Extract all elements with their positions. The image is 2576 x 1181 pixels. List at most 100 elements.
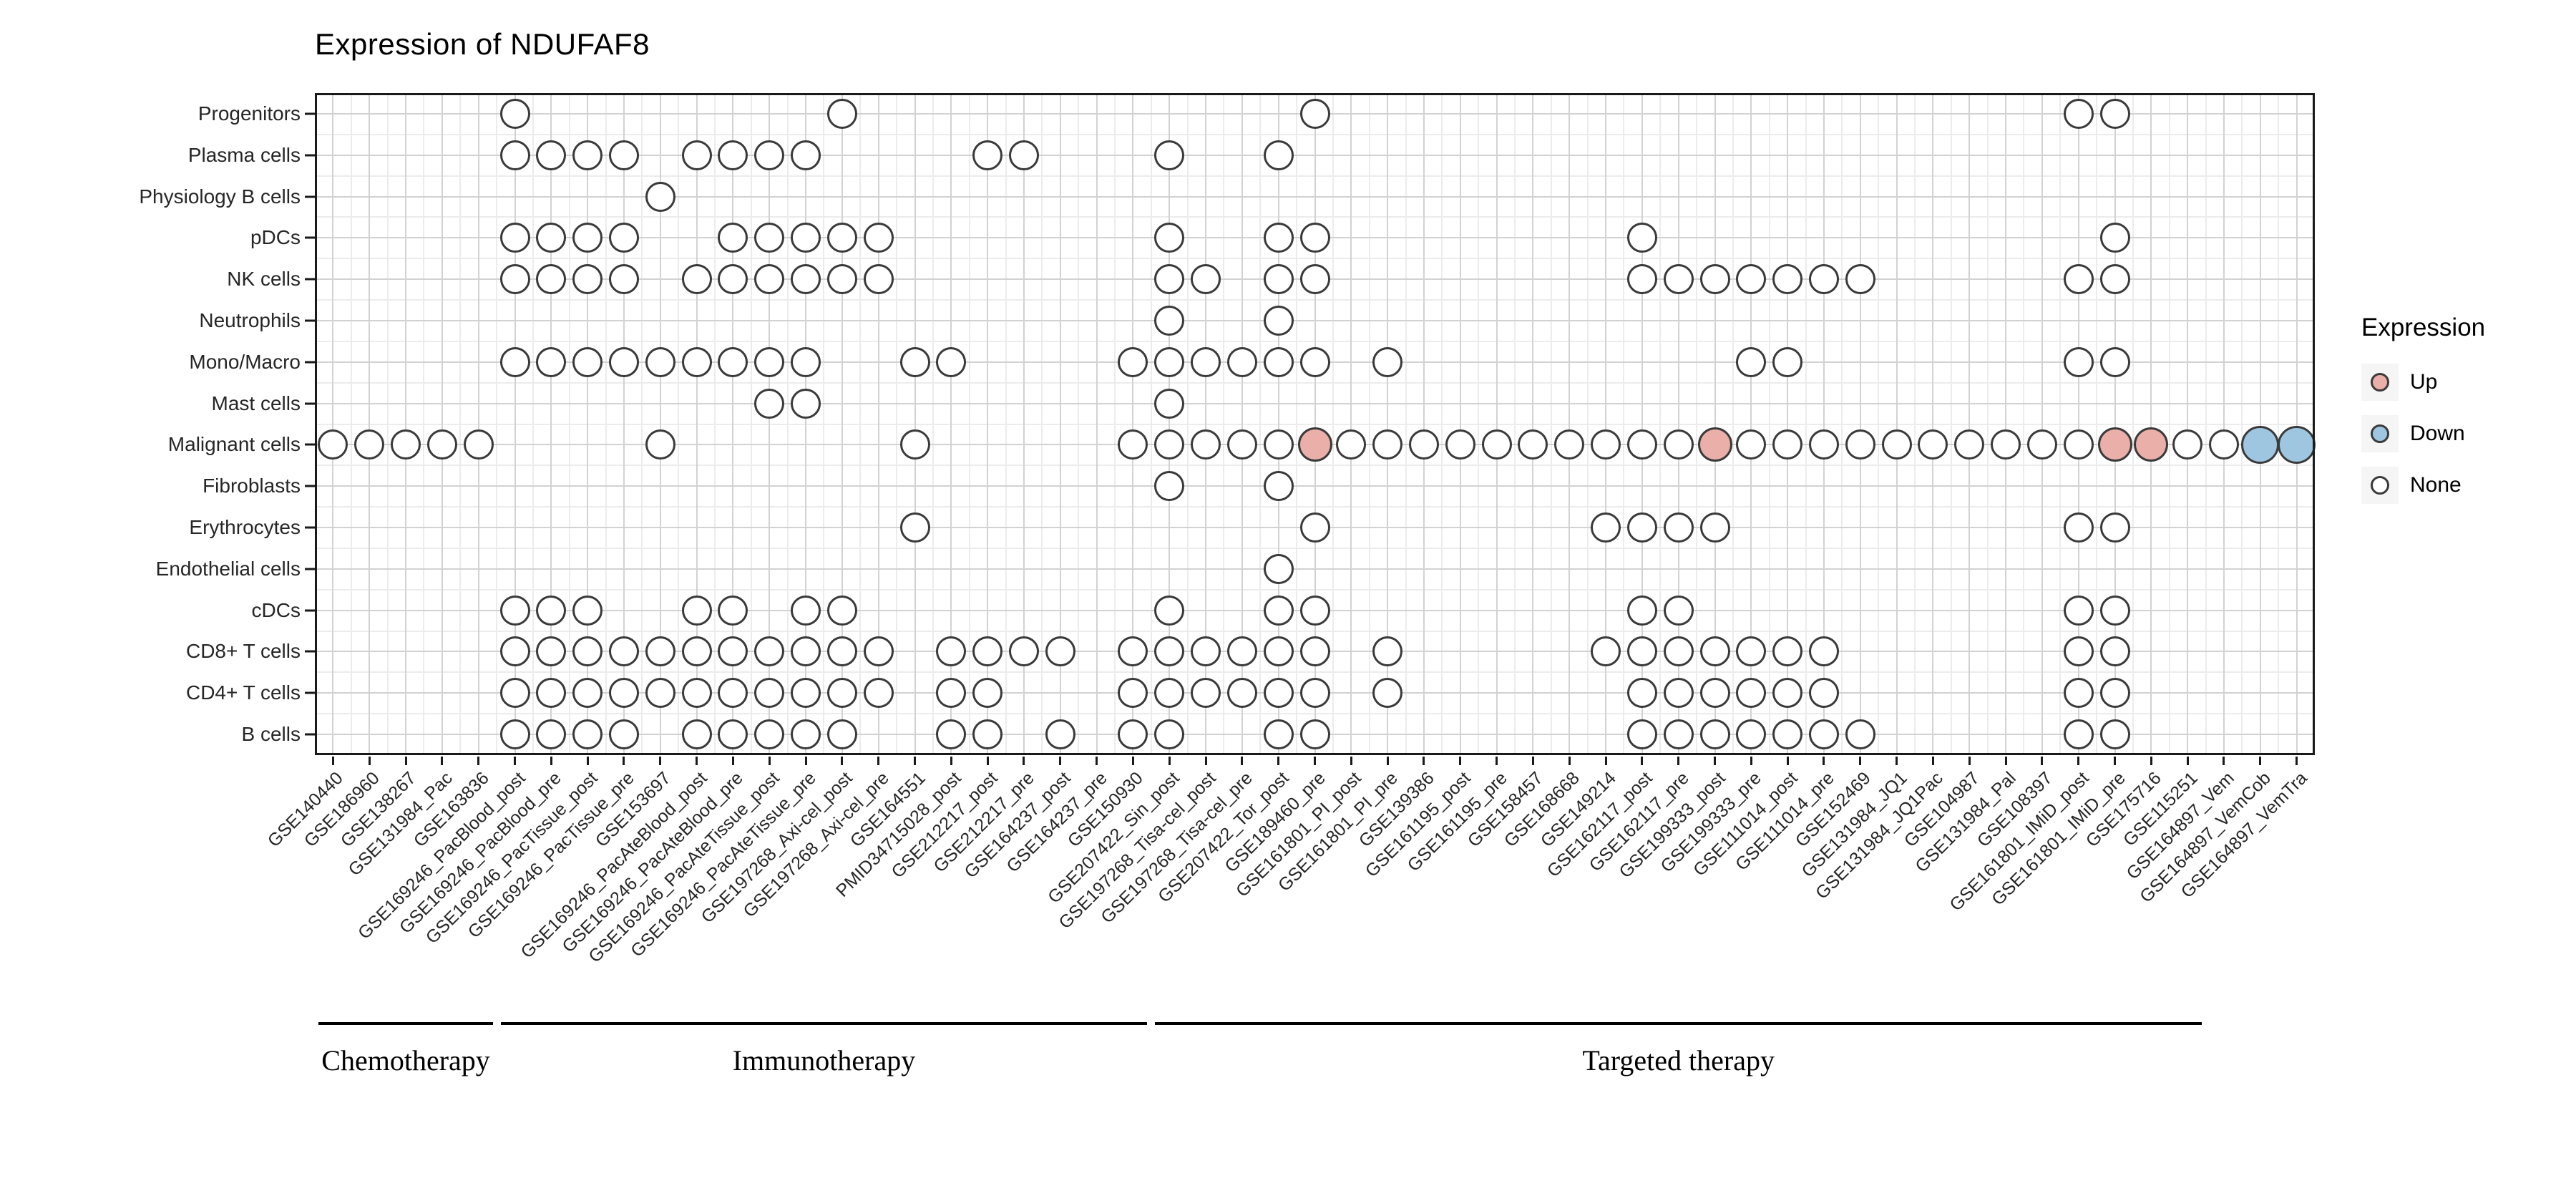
chart-title: Expression of NDUFAF8: [315, 27, 650, 61]
x-axis-tick: [368, 757, 371, 765]
legend-item-label: None: [2410, 473, 2462, 497]
expression-dot-none: [2063, 595, 2094, 626]
expression-dot-none: [1008, 140, 1039, 170]
y-axis-tick: [305, 485, 315, 487]
expression-dot-none: [499, 636, 530, 667]
expression-dot-none: [1263, 264, 1294, 295]
expression-dot-down: [2278, 425, 2316, 464]
expression-dot-none: [791, 388, 821, 419]
grid-line: [315, 485, 2315, 487]
expression-dot-none: [1663, 264, 1694, 295]
x-axis-tick: [768, 757, 771, 765]
expression-dot-none: [572, 264, 603, 295]
x-axis-tick: [1896, 757, 1898, 765]
expression-dot-none: [1626, 636, 1657, 667]
expression-dot-none: [2026, 429, 2057, 460]
expression-dot-none: [1118, 636, 1148, 667]
expression-dot-up: [2134, 427, 2169, 462]
expression-dot-none: [1118, 346, 1148, 377]
expression-dot-none: [1154, 264, 1185, 295]
grid-line: [315, 402, 2315, 404]
expression-dot-none: [1299, 264, 1330, 295]
x-axis-tick: [1641, 757, 1644, 765]
expression-dot-none: [1699, 264, 1730, 295]
expression-dot-none: [608, 264, 639, 295]
grid-line: [1896, 93, 1898, 755]
expression-dot-none: [826, 223, 857, 253]
expression-dot-none: [354, 429, 385, 460]
expression-dot-none: [645, 429, 675, 460]
y-axis-tick: [305, 195, 315, 198]
expression-dot-none: [1299, 223, 1330, 253]
expression-dot-none: [2063, 678, 2094, 709]
expression-dot-none: [572, 346, 603, 377]
expression-dot-none: [1263, 140, 1294, 170]
expression-dot-none: [2099, 512, 2130, 543]
grid-line: [1532, 93, 1534, 755]
expression-dot-none: [1299, 595, 1330, 626]
expression-dot-none: [1518, 429, 1548, 460]
expression-dot-none: [1299, 98, 1330, 129]
expression-dot-none: [536, 636, 567, 667]
therapy-group-bracket: [500, 1022, 1148, 1025]
expression-dot-none: [499, 346, 530, 377]
expression-dot-none: [1772, 346, 1803, 377]
expression-dot-none: [1554, 429, 1585, 460]
expression-dot-none: [1663, 636, 1694, 667]
expression-dot-none: [1772, 719, 1803, 750]
grid-line: [2005, 93, 2007, 755]
expression-dot-none: [1226, 636, 1257, 667]
x-axis-tick: [1859, 757, 1862, 765]
expression-dot-none: [1118, 678, 1148, 709]
expression-dot-none: [1191, 429, 1221, 460]
expression-dot-none: [1736, 636, 1767, 667]
expression-dot-none: [791, 140, 821, 170]
expression-dot-none: [1191, 636, 1221, 667]
therapy-group-bracket: [1155, 1022, 2202, 1025]
expression-dot-none: [718, 346, 748, 377]
x-axis-tick: [2114, 757, 2116, 765]
y-axis-label: Mast cells: [211, 392, 301, 414]
expression-dot-none: [1118, 429, 1148, 460]
expression-dot-none: [1808, 678, 1839, 709]
y-axis-tick: [305, 733, 315, 736]
expression-dot-none: [1263, 678, 1294, 709]
expression-dot-none: [536, 595, 567, 626]
grid-line: [987, 93, 989, 755]
expression-dot-none: [1299, 346, 1330, 377]
y-axis-tick: [305, 568, 315, 570]
expression-dot-none: [936, 678, 967, 709]
expression-dot-none: [826, 678, 857, 709]
x-axis-tick: [804, 757, 807, 765]
expression-dot-up: [1697, 427, 1732, 462]
expression-dot-none: [1299, 719, 1330, 750]
therapy-group-label: Immunotherapy: [732, 1044, 916, 1076]
grid-line: [805, 93, 807, 755]
expression-dot-none: [1445, 429, 1475, 460]
grid-line: [1387, 93, 1389, 755]
expression-dot-none: [1008, 636, 1039, 667]
expression-dot-none: [1481, 429, 1512, 460]
expression-dot-none: [681, 678, 712, 709]
expression-dot-none: [1154, 678, 1185, 709]
expression-dot-none: [499, 264, 530, 295]
expression-dot-none: [1626, 719, 1657, 750]
x-axis-tick: [1677, 757, 1680, 765]
expression-dot-none: [572, 595, 603, 626]
expression-dot-none: [1736, 264, 1767, 295]
expression-dot-none: [1663, 595, 1694, 626]
x-axis-tick: [1531, 757, 1534, 765]
legend-item-label: Up: [2410, 370, 2438, 394]
grid-line: [841, 93, 843, 755]
x-axis-tick: [731, 757, 734, 765]
grid-line: [1677, 93, 1679, 755]
expression-dot-down: [2241, 425, 2280, 464]
expression-dot-none: [572, 140, 603, 170]
expression-dot-none: [1408, 429, 1439, 460]
expression-dot-none: [1699, 512, 1730, 543]
x-axis-tick: [2041, 757, 2044, 765]
expression-dot-none: [608, 346, 639, 377]
x-axis-tick: [1823, 757, 1825, 765]
therapy-group-label: Targeted therapy: [1582, 1044, 1775, 1076]
expression-dot-none: [681, 346, 712, 377]
